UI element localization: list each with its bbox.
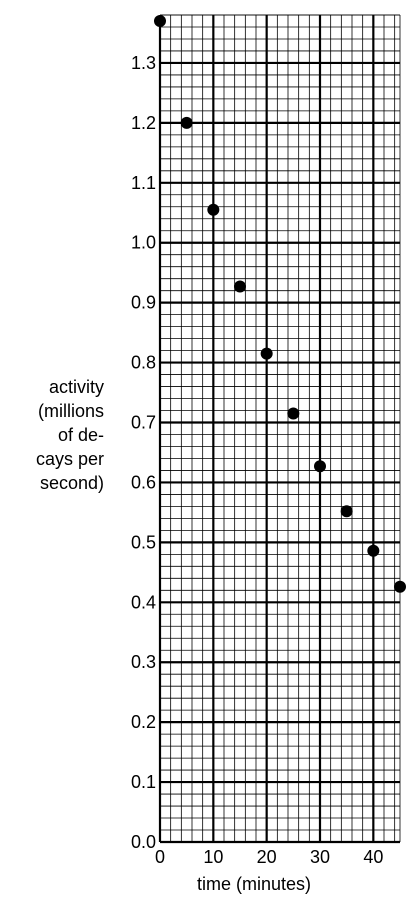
y-axis-label-line: of de- xyxy=(58,425,104,445)
y-tick-label: 0.8 xyxy=(131,353,156,373)
x-tick-label: 20 xyxy=(257,847,277,867)
x-tick-labels: 0 10 20 30 40 xyxy=(155,847,383,867)
data-point xyxy=(314,460,326,473)
y-tick-labels: 0.0 0.1 0.2 0.3 0.4 0.5 0.6 0.7 0.8 0.9 1.0 1.1 1.2 1… xyxy=(131,53,156,852)
y-tick-label: 0.1 xyxy=(131,772,156,792)
x-tick-label: 40 xyxy=(363,847,383,867)
y-axis-label-line: (millions xyxy=(38,401,104,421)
data-point xyxy=(234,280,246,293)
y-tick-label: 0.7 xyxy=(131,413,156,433)
data-point xyxy=(394,580,406,593)
y-axis-label: activity (millions of de-cays per second) xyxy=(36,377,104,493)
x-tick-label: 10 xyxy=(203,847,223,867)
y-tick-label: 0.3 xyxy=(131,652,156,672)
data-point xyxy=(260,347,273,360)
y-tick-label: 0.5 xyxy=(131,532,156,552)
data-point xyxy=(180,116,193,129)
data-point xyxy=(207,203,220,216)
y-tick-label: 1.3 xyxy=(131,53,156,73)
x-axis-label: time (minutes) xyxy=(197,874,311,894)
y-axis-label-line: cays per xyxy=(36,449,104,469)
y-tick-label: 0.4 xyxy=(131,592,156,612)
data-point xyxy=(287,407,300,420)
data-point xyxy=(340,505,353,518)
x-tick-label: 0 xyxy=(155,847,165,867)
x-tick-label: 30 xyxy=(310,847,330,867)
y-tick-label: 1.1 xyxy=(131,173,156,193)
grid xyxy=(158,14,401,844)
data-points xyxy=(154,14,406,593)
y-axis-label-line: activity xyxy=(49,377,104,397)
y-tick-label: 1.0 xyxy=(131,233,156,253)
y-tick-label: 0.0 xyxy=(131,832,156,852)
y-tick-label: 0.2 xyxy=(131,712,156,732)
y-tick-label: 0.9 xyxy=(131,293,156,313)
y-tick-label: 1.2 xyxy=(131,113,156,133)
y-tick-label: 0.6 xyxy=(131,472,156,492)
data-point xyxy=(154,14,166,27)
y-axis-label-line: second) xyxy=(40,473,104,493)
data-point xyxy=(367,544,380,557)
